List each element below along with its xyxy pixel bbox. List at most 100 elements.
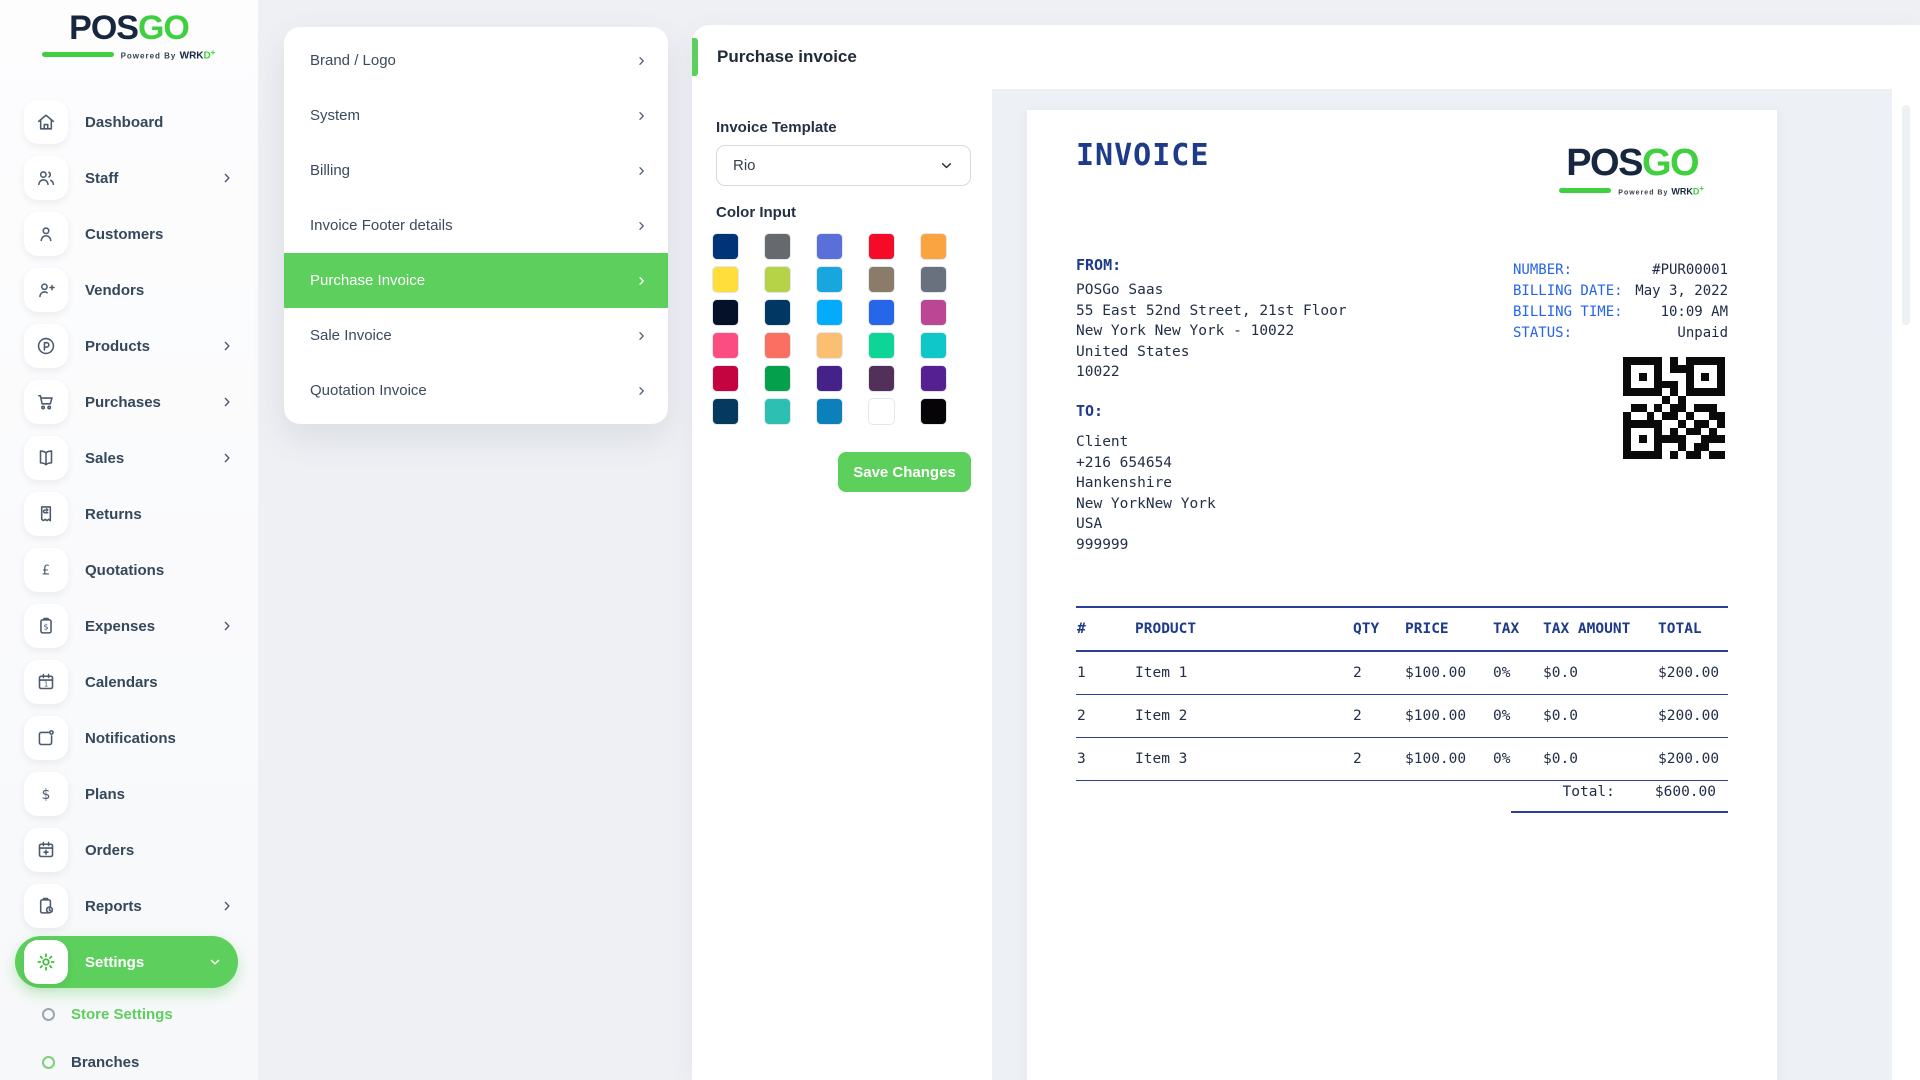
menu-item-system[interactable]: System	[284, 88, 668, 143]
menu-item-invoice-footer-details[interactable]: Invoice Footer details	[284, 198, 668, 253]
color-swatch-2dc0b2[interactable]	[764, 398, 791, 425]
sidebar-item-orders[interactable]: Orders	[0, 822, 258, 878]
qr-module	[1670, 443, 1678, 451]
sidebar-item-settings[interactable]: Settings	[15, 936, 238, 988]
color-swatch-ffffff[interactable]	[868, 398, 895, 425]
qr-module	[1630, 419, 1639, 428]
sidebar-item-sales[interactable]: Sales	[0, 430, 258, 486]
menu-item-billing[interactable]: Billing	[284, 143, 668, 198]
qr-module	[1693, 357, 1702, 365]
color-swatch-0dd598[interactable]	[868, 332, 895, 359]
qr-module	[1670, 451, 1678, 459]
color-swatch-f30b28[interactable]	[868, 233, 895, 260]
column-header: TAX AMOUNT	[1543, 621, 1631, 637]
qr-module	[1670, 380, 1678, 389]
qr-module	[1638, 357, 1647, 365]
color-swatch-666a6e[interactable]	[764, 233, 791, 260]
menu-item-brand-logo[interactable]: Brand / Logo	[284, 33, 668, 88]
scrollbar-thumb[interactable]	[1902, 105, 1910, 325]
qr-module	[1701, 419, 1710, 428]
sidebar-item-calendars[interactable]: 1 Calendars	[0, 654, 258, 710]
address-line: 10022	[1076, 364, 1120, 380]
color-swatch-003478[interactable]	[712, 233, 739, 260]
qr-module	[1662, 435, 1671, 444]
color-swatch-bb4693[interactable]	[920, 299, 947, 326]
sidebar-item-dashboard[interactable]: Dashboard	[0, 94, 258, 150]
qr-module	[1654, 443, 1663, 452]
qr-module	[1701, 443, 1710, 452]
sidebar-item-vendors[interactable]: Vendors	[0, 262, 258, 318]
color-swatch-b6d246[interactable]	[764, 266, 791, 293]
color-swatch-003763[interactable]	[764, 299, 791, 326]
receipt-return-icon	[24, 492, 68, 536]
invoice-meta-row: BILLING DATE: May 3, 2022	[1513, 281, 1728, 302]
sidebar-item-products[interactable]: Products	[0, 318, 258, 374]
chevron-down-icon	[208, 955, 222, 969]
qr-module	[1631, 443, 1639, 451]
color-swatch-8b7b69[interactable]	[868, 266, 895, 293]
qr-module	[1662, 420, 1670, 428]
qr-module	[1662, 396, 1671, 405]
user-icon	[24, 212, 68, 256]
home-icon	[24, 100, 68, 144]
invoice-template-label: Invoice Template	[716, 119, 837, 136]
qr-module	[1685, 388, 1694, 397]
qr-module	[1647, 428, 1655, 436]
color-swatch-06395f[interactable]	[712, 398, 739, 425]
qr-module	[1693, 451, 1702, 459]
color-swatch-fb6f63[interactable]	[764, 332, 791, 359]
sidebar-item-quotations[interactable]: £ Quotations	[0, 542, 258, 598]
qr-module	[1647, 373, 1655, 381]
column-header: QTY	[1353, 621, 1380, 637]
table-cell: $0.0	[1543, 708, 1578, 724]
color-swatch-69707e[interactable]	[920, 266, 947, 293]
qr-module	[1647, 365, 1655, 373]
sidebar-item-reports[interactable]: Reports	[0, 878, 258, 934]
color-swatch-fb4d80[interactable]	[712, 332, 739, 359]
menu-item-purchase-invoice[interactable]: Purchase Invoice	[284, 253, 668, 308]
color-swatch-f9a440[interactable]	[920, 233, 947, 260]
qr-module	[1701, 396, 1709, 404]
color-swatch-552091[interactable]	[920, 365, 947, 392]
color-swatch-05a04b[interactable]	[764, 365, 791, 392]
qr-module	[1709, 373, 1717, 381]
sidebar-item-plans[interactable]: $ Plans	[0, 766, 258, 822]
invoice-title: INVOICE	[1076, 138, 1210, 173]
color-swatch-53305a[interactable]	[868, 365, 895, 392]
qr-module	[1631, 412, 1639, 420]
color-swatch-041129[interactable]	[712, 299, 739, 326]
qr-module	[1631, 381, 1639, 389]
table-cell: Item 2	[1135, 708, 1188, 724]
color-swatch-ffdd3a[interactable]	[712, 266, 739, 293]
color-swatch-45218a[interactable]	[816, 365, 843, 392]
sidebar-item-notifications[interactable]: Notifications	[0, 710, 258, 766]
sidebar-item-purchases[interactable]: Purchases	[0, 374, 258, 430]
menu-item-quotation-invoice[interactable]: Quotation Invoice	[284, 363, 668, 418]
qr-module	[1654, 372, 1663, 381]
color-swatch-17a6de[interactable]	[816, 266, 843, 293]
color-swatch-5b6fd9[interactable]	[816, 233, 843, 260]
invoice-template-select[interactable]: Rio	[716, 145, 971, 186]
invoice-table-body: 1 Item 1 2 $100.00 0% $0.0 $200.00 2 Item 2 2 $100…	[1076, 651, 1728, 781]
color-swatch-0fc6c8[interactable]	[920, 332, 947, 359]
color-swatch-0b80ba[interactable]	[816, 398, 843, 425]
menu-item-sale-invoice[interactable]: Sale Invoice	[284, 308, 668, 363]
sidebar-item-staff[interactable]: Staff	[0, 150, 258, 206]
qr-module	[1717, 428, 1725, 436]
sidebar-item-expenses[interactable]: $ Expenses	[0, 598, 258, 654]
color-swatch-060407[interactable]	[920, 398, 947, 425]
color-swatch-fbbf71[interactable]	[816, 332, 843, 359]
color-swatch-c40440[interactable]	[712, 365, 739, 392]
save-changes-button[interactable]: Save Changes	[838, 452, 971, 492]
sidebar-item-label: Calendars	[85, 673, 158, 691]
color-swatch-05abfb[interactable]	[816, 299, 843, 326]
qr-module	[1623, 396, 1631, 404]
menu-item-label: Invoice Footer details	[310, 217, 453, 234]
sidebar-item-customers[interactable]: Customers	[0, 206, 258, 262]
scrollbar-track[interactable]	[1892, 89, 1920, 1080]
sidebar-subitem-store-settings[interactable]: Store Settings	[0, 990, 258, 1038]
sidebar-item-returns[interactable]: Returns	[0, 486, 258, 542]
qr-module	[1631, 435, 1639, 443]
color-swatch-2666e8[interactable]	[868, 299, 895, 326]
sidebar-subitem-branches[interactable]: Branches	[0, 1038, 258, 1080]
